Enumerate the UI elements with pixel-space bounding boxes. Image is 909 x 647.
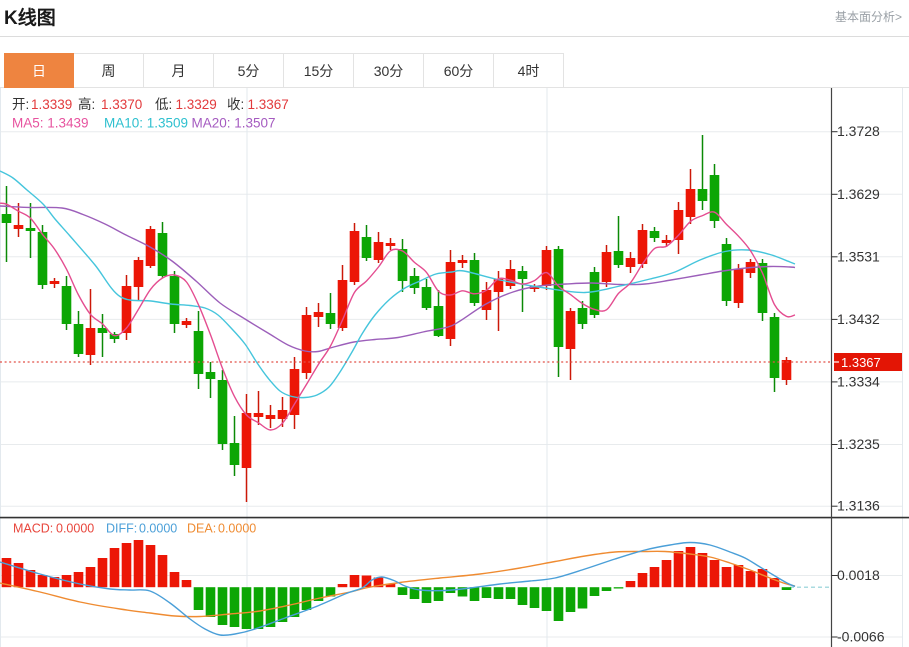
- svg-text:1.3370: 1.3370: [101, 97, 142, 112]
- svg-text:1.3367: 1.3367: [841, 355, 881, 370]
- svg-text:高:: 高:: [78, 96, 95, 112]
- svg-text:1.3339: 1.3339: [31, 97, 72, 112]
- svg-text:低:: 低:: [155, 97, 172, 112]
- svg-text:0.0000: 0.0000: [56, 522, 94, 536]
- svg-text:1.3367: 1.3367: [248, 97, 289, 112]
- svg-text:0.0000: 0.0000: [139, 522, 177, 536]
- svg-text:1.3432: 1.3432: [837, 311, 880, 327]
- svg-text:0.0000: 0.0000: [218, 522, 256, 536]
- svg-text:1.3531: 1.3531: [837, 248, 880, 264]
- svg-text:1.3329: 1.3329: [176, 97, 217, 112]
- svg-text:-0.0066: -0.0066: [837, 629, 885, 645]
- svg-text:MA10: 1.3509: MA10: 1.3509: [104, 115, 188, 130]
- svg-text:开:: 开:: [12, 97, 29, 112]
- svg-text:MA5: 1.3439: MA5: 1.3439: [12, 115, 89, 130]
- svg-text:1.3136: 1.3136: [837, 498, 880, 514]
- svg-text:0.0018: 0.0018: [837, 567, 880, 583]
- svg-text:DEA:: DEA:: [187, 522, 216, 536]
- svg-text:1.3334: 1.3334: [837, 373, 880, 389]
- svg-text:DIFF:: DIFF:: [106, 522, 137, 536]
- svg-text:收:: 收:: [227, 97, 244, 112]
- svg-text:1.3728: 1.3728: [837, 123, 880, 139]
- svg-text:1.3629: 1.3629: [837, 186, 880, 202]
- svg-text:1.3235: 1.3235: [837, 436, 880, 452]
- svg-text:MA20: 1.3507: MA20: 1.3507: [192, 115, 276, 130]
- svg-text:MACD:: MACD:: [13, 522, 53, 536]
